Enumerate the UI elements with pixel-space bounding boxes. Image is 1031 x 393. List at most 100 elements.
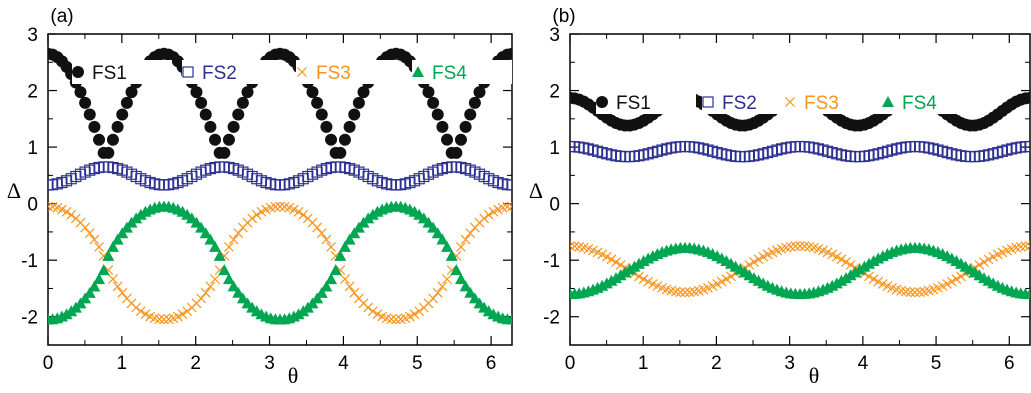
data-point <box>464 286 477 298</box>
data-point <box>610 272 622 284</box>
y-tick-label: 0 <box>549 195 560 216</box>
data-point <box>858 260 871 272</box>
data-point <box>956 271 966 282</box>
data-point <box>172 311 183 322</box>
data-point <box>344 281 355 292</box>
data-point <box>329 264 342 276</box>
data-point <box>334 146 347 159</box>
x-tick-label: 3 <box>784 353 795 374</box>
legend: FS1 FS2 FS3 FS4 <box>596 90 982 114</box>
legend-label: FS4 <box>432 63 467 84</box>
data-point <box>1015 241 1026 252</box>
data-point <box>983 254 994 265</box>
data-point <box>316 228 327 239</box>
data-point <box>93 273 106 285</box>
data-point <box>343 233 356 245</box>
data-point <box>196 293 207 304</box>
data-point <box>951 274 962 285</box>
data-point <box>320 280 333 292</box>
legend-label: FS2 <box>202 63 237 84</box>
data-point <box>218 264 231 276</box>
data-point <box>270 201 281 212</box>
y-tick-label: 3 <box>27 25 38 46</box>
data-point <box>227 120 240 133</box>
data-point <box>450 146 463 159</box>
data-point <box>844 269 857 281</box>
data-point <box>325 273 338 285</box>
legend: FS1 FS2 FS3 FS4 <box>72 60 512 84</box>
data-point <box>247 213 258 224</box>
data-point <box>232 108 245 121</box>
data-point <box>432 287 443 298</box>
data-point <box>628 260 641 272</box>
data-point <box>222 133 235 146</box>
data-point <box>88 280 101 292</box>
data-point <box>712 279 723 289</box>
data-point <box>195 96 208 109</box>
data-point <box>352 96 365 109</box>
legend-marker <box>596 96 608 108</box>
data-point <box>758 251 769 262</box>
data-point <box>102 146 115 159</box>
data-point <box>459 120 472 133</box>
data-point <box>326 241 336 252</box>
data-point <box>450 264 463 276</box>
data-point <box>224 241 234 252</box>
x-tick-label: 6 <box>1004 353 1015 374</box>
data-point <box>205 281 216 292</box>
data-point <box>204 120 217 133</box>
data-point <box>275 201 285 212</box>
data-point <box>293 206 304 217</box>
data-point <box>414 306 425 317</box>
data-point <box>675 287 686 298</box>
data-point <box>726 271 736 282</box>
data-point <box>460 234 471 245</box>
legend-marker <box>785 97 795 107</box>
data-point <box>209 133 222 146</box>
data-point <box>974 259 985 270</box>
data-point <box>436 120 449 133</box>
x-tick-label: 2 <box>190 353 201 374</box>
legend-label: FS1 <box>616 93 651 114</box>
data-point <box>343 120 356 133</box>
data-point <box>427 96 440 109</box>
data-point <box>348 227 361 239</box>
data-point <box>506 313 512 325</box>
data-point <box>391 314 401 325</box>
data-point <box>199 108 212 121</box>
legend-backdrop <box>296 60 396 84</box>
data-point <box>422 86 435 99</box>
x-axis-title: θ <box>288 363 299 388</box>
data-point <box>597 249 608 260</box>
data-point <box>298 209 309 220</box>
data-point <box>140 309 151 320</box>
data-point <box>135 306 146 317</box>
data-point <box>873 276 884 287</box>
data-point <box>785 241 796 252</box>
data-point <box>79 96 92 109</box>
legend-backdrop <box>596 90 696 114</box>
plot-frame <box>569 33 1031 346</box>
data-point <box>325 133 338 146</box>
data-point <box>177 309 188 320</box>
data-point <box>154 314 165 325</box>
data-point <box>204 233 217 245</box>
data-point <box>367 306 378 317</box>
data-point <box>311 96 324 109</box>
data-point <box>634 271 644 282</box>
data-point <box>228 234 239 245</box>
data-point <box>619 266 632 278</box>
data-point <box>292 308 305 320</box>
data-point <box>900 286 911 297</box>
data-point <box>222 273 235 285</box>
data-point <box>363 302 374 313</box>
data-point <box>483 209 494 220</box>
plot-area <box>48 47 512 325</box>
data-point <box>232 286 245 298</box>
data-point <box>94 241 104 252</box>
x-axis-title: θ <box>809 363 820 388</box>
data-point <box>638 274 649 285</box>
data-point <box>357 86 370 99</box>
data-point <box>190 86 203 99</box>
data-point <box>74 86 87 99</box>
